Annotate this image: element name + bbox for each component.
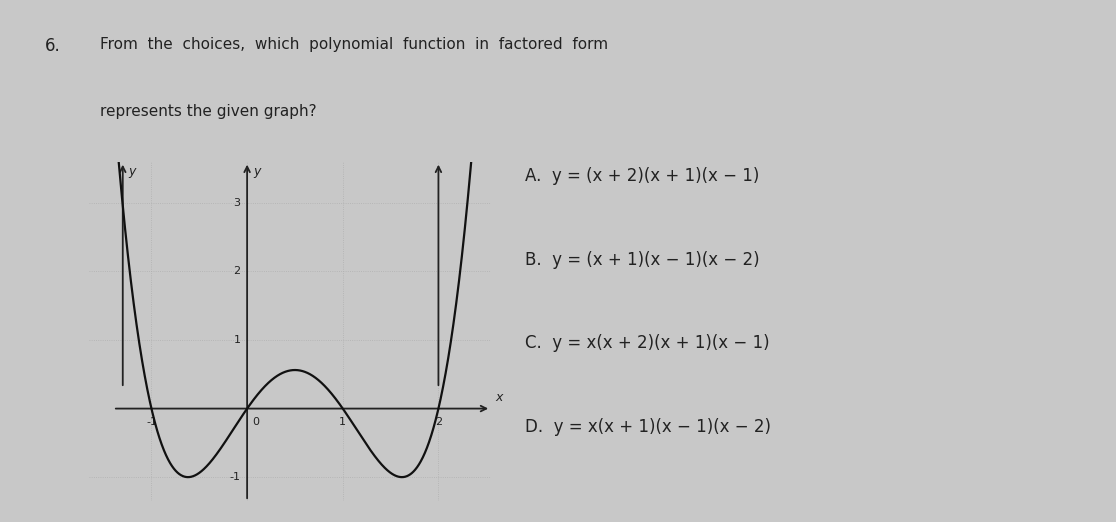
Text: D.  y = x(x + 1)(x − 1)(x − 2): D. y = x(x + 1)(x − 1)(x − 2) [525,418,770,435]
Text: A.  y = (x + 2)(x + 1)(x − 1): A. y = (x + 2)(x + 1)(x − 1) [525,167,759,185]
Text: 6.: 6. [45,37,60,54]
Text: x: x [494,391,502,404]
Text: y: y [128,165,136,178]
Text: -1: -1 [230,472,240,482]
Text: B.  y = (x + 1)(x − 1)(x − 2): B. y = (x + 1)(x − 1)(x − 2) [525,251,759,268]
Text: -1: -1 [146,417,157,427]
Text: y: y [253,165,260,178]
Text: 1: 1 [233,335,240,345]
Text: represents the given graph?: represents the given graph? [100,104,317,120]
Text: 1: 1 [339,417,346,427]
Text: C.  y = x(x + 2)(x + 1)(x − 1): C. y = x(x + 2)(x + 1)(x − 1) [525,334,769,352]
Text: 3: 3 [233,198,240,208]
Text: 2: 2 [435,417,442,427]
Text: 0: 0 [252,417,259,427]
Text: From  the  choices,  which  polynomial  function  in  factored  form: From the choices, which polynomial funct… [100,37,608,52]
Text: 2: 2 [233,267,240,277]
